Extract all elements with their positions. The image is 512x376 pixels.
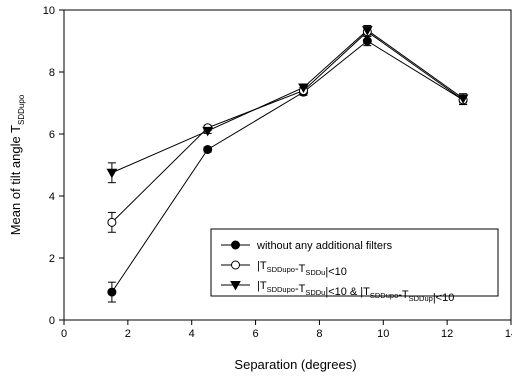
y-tick-label: 4 [49, 191, 55, 203]
legend-label: |TSDDupo-TSDDu|<10 & |TSDDupo-TSDDup|<10 [257, 280, 454, 304]
data-point [203, 145, 213, 154]
data-point [457, 94, 469, 104]
legend-text-part: |T [257, 260, 267, 272]
legend-item-1: without any additional filters [221, 240, 393, 252]
legend-marker [231, 240, 240, 250]
legend-text-part: |<10 [433, 292, 455, 304]
y-tick-label: 10 [43, 5, 55, 17]
legend-item-2: |TSDDupo-TSDDu|<10 [221, 260, 347, 278]
legend-label: without any additional filters [256, 240, 393, 252]
x-tick-label: 0 [61, 328, 67, 340]
axes: 0 2 4 6 8 10 12 14 0 2 4 6 8 10 [43, 5, 512, 340]
x-tick-label: 8 [316, 328, 322, 340]
data-point [202, 126, 214, 137]
legend-text-part: |T [257, 280, 267, 292]
legend-text-part: without any additional filters [256, 240, 393, 252]
legend-marker [230, 281, 241, 291]
legend-subscript: SDDupo [267, 265, 295, 274]
x-tick-label: 14 [505, 328, 512, 340]
y-axis-label-main: Mean of tilt angle T [8, 125, 23, 235]
series-layer [106, 25, 469, 303]
legend-text-part: |<10 [325, 266, 347, 278]
series-2-markers [107, 27, 468, 227]
legend-label: |TSDDupo-TSDDu|<10 [257, 260, 347, 278]
data-point [298, 83, 309, 94]
data-point [106, 168, 118, 179]
series-3-markers [106, 26, 469, 179]
legend-subscript: SDDupo [370, 291, 398, 300]
x-tick-label: 12 [441, 328, 453, 340]
y-tick-label: 6 [49, 129, 55, 141]
legend-marker [231, 260, 240, 270]
legend-subscript: SDDupo [267, 285, 295, 294]
legend-box [210, 228, 499, 297]
y-tick-label: 8 [49, 67, 55, 79]
legend-subscript: SDDu [305, 288, 325, 297]
data-point [107, 287, 117, 297]
series-3 [107, 25, 468, 184]
y-tick-label: 0 [49, 315, 55, 327]
legend: without any additional filters|TSDDupo-T… [210, 228, 499, 304]
legend-subscript: SDDu [305, 268, 325, 277]
y-tick-label: 2 [49, 253, 55, 265]
plot-frame [63, 9, 512, 321]
legend-item-3: |TSDDupo-TSDDu|<10 & |TSDDupo-TSDDup|<10 [221, 280, 454, 304]
legend-subscript: SDDup [409, 294, 433, 303]
x-tick-label: 10 [377, 328, 389, 340]
legend-text-part: -T [295, 263, 306, 275]
data-point [362, 36, 372, 46]
x-axis-label: Separation (degrees) [234, 357, 356, 372]
series-2 [107, 26, 468, 233]
legend-text-part: -T [398, 289, 409, 301]
data-point [107, 217, 117, 227]
x-tick-label: 2 [125, 328, 131, 340]
y-axis-label-subscript: SDDupo [17, 94, 26, 125]
x-tick-label: 6 [253, 328, 259, 340]
data-point [361, 26, 373, 36]
legend-text-part: |<10 & |T [325, 286, 370, 298]
legend-text-part: -T [295, 283, 306, 295]
x-tick-label: 4 [189, 328, 195, 340]
y-axis-label: Mean of tilt angle TSDDupo [8, 94, 26, 235]
